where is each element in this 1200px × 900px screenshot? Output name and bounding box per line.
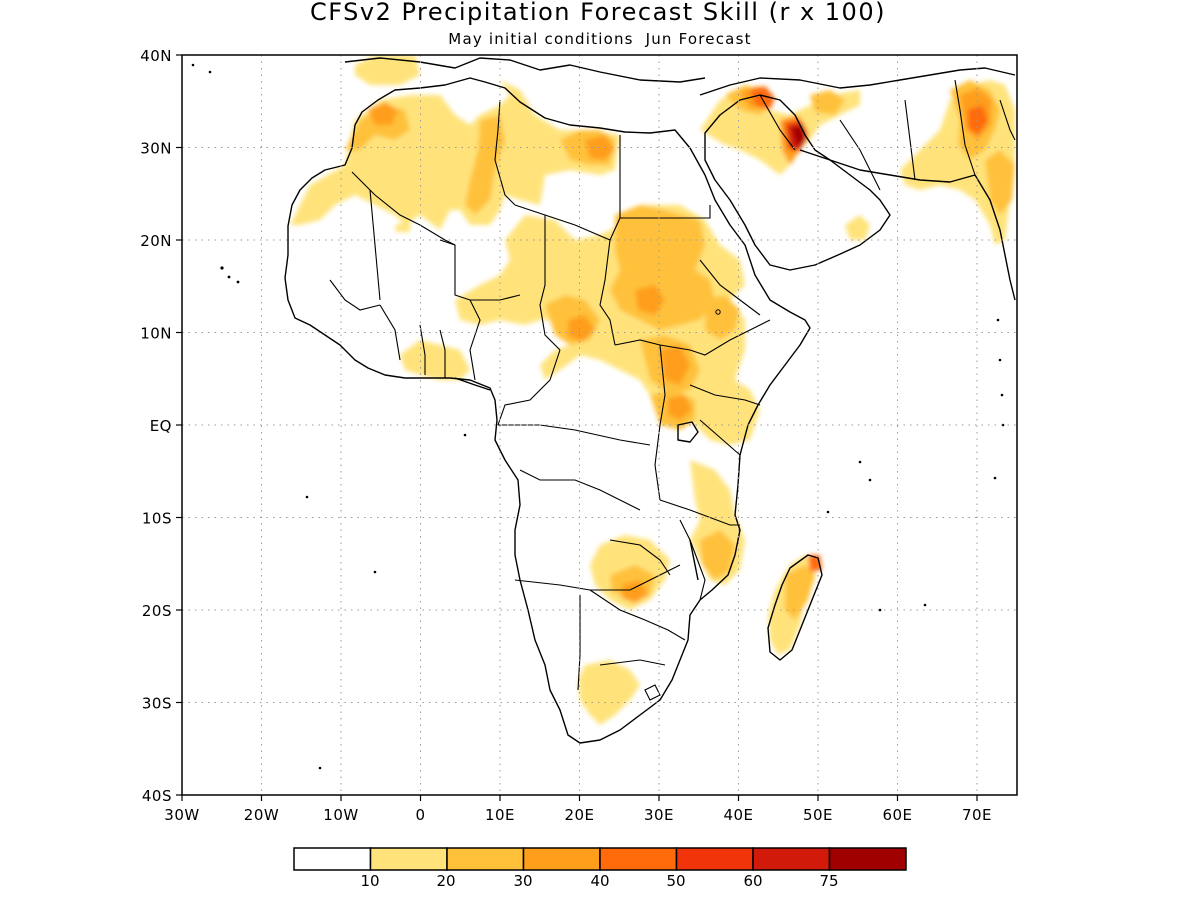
islands: [191, 63, 1005, 770]
lon-label: 50E: [803, 806, 833, 824]
lat-label: 30N: [140, 140, 172, 158]
legend-tick-label: 50: [666, 872, 685, 890]
lat-label: 40N: [140, 47, 172, 65]
lon-label: 20E: [564, 806, 594, 824]
legend-color-box: [522, 847, 601, 871]
shading-iran-20: [810, 90, 845, 115]
lake-malawi: [689, 539, 699, 581]
shading-madagascar-20: [785, 565, 815, 620]
shading-mozambique-20: [700, 530, 735, 580]
legend-tick-label: 60: [743, 872, 762, 890]
gulf-guinea-detail: [454, 377, 491, 391]
shading-iraq-40: [750, 86, 775, 110]
shading-somalia-20: [668, 222, 700, 245]
country-borders: [329, 79, 1016, 701]
latitude-labels: 40N 30N 20N 10N EQ 10S 20S 30S 40S: [140, 47, 172, 805]
shading-chad-30: [635, 285, 665, 315]
lat-label: 40S: [142, 787, 172, 805]
lon-label: 10E: [485, 806, 515, 824]
shading-west-africa: [400, 340, 470, 380]
skill-shading: [290, 55, 1015, 725]
lat-label: 20S: [142, 602, 172, 620]
shading-red-sea-patch: [845, 215, 870, 240]
coastlines: [284, 57, 1016, 744]
legend-color-box: [675, 847, 754, 871]
shading-uganda-30: [668, 395, 692, 420]
legend-tick-labels: 10 20 30 40 50 60 75: [360, 872, 838, 890]
legend-tick-label: 10: [360, 872, 379, 890]
shading-small-nw: [395, 222, 410, 232]
lat-lon-grid: [182, 55, 1017, 795]
lon-label: 30W: [164, 806, 199, 824]
longitude-labels: 30W 20W 10W 0 10E 20E 30E 40E 50E 60E 70…: [164, 806, 992, 824]
legend-color-box: [293, 847, 372, 871]
map-subtitle: May initial conditions Jun Forecast: [448, 30, 751, 48]
middle-east-north: [699, 67, 1016, 96]
legend-tick-label: 20: [436, 872, 455, 890]
arabia-outline: [704, 94, 891, 271]
shading-south-africa: [578, 660, 640, 725]
shading-sudan-30: [660, 345, 690, 385]
lat-label: EQ: [150, 417, 172, 435]
color-legend: 10 20 30 40 50 60 75: [293, 847, 907, 890]
legend-tick-label: 40: [590, 872, 609, 890]
lon-label: 40E: [723, 806, 753, 824]
lon-label: 10W: [323, 806, 358, 824]
shading-north-coast: [355, 55, 420, 85]
legend-color-box: [446, 847, 525, 871]
lat-label: 10S: [142, 510, 172, 528]
map-title: CFSv2 Precipitation Forecast Skill (r x …: [310, 0, 886, 26]
lake-victoria: [677, 421, 699, 443]
lat-label: 10N: [140, 325, 172, 343]
lon-label: 30E: [644, 806, 674, 824]
lat-label: 30S: [142, 695, 172, 713]
shading-algeria-20: [465, 115, 505, 215]
plot-area: [182, 55, 1017, 795]
legend-tick-label: 30: [513, 872, 532, 890]
lon-label: 0: [415, 806, 425, 824]
legend-color-box: [828, 847, 907, 871]
legend-color-box: [752, 847, 831, 871]
india-coast: [974, 174, 1016, 301]
lon-label: 20W: [244, 806, 279, 824]
shading-india-20: [985, 150, 1015, 215]
shading-pakistan-40: [968, 105, 988, 135]
lon-label: 70E: [962, 806, 992, 824]
shading-zambia-30: [622, 580, 648, 603]
legend-color-box: [599, 847, 678, 871]
shading-nigeria-30: [568, 315, 595, 342]
shading-libya-30: [585, 135, 615, 160]
shading-ethiopia-20: [705, 295, 740, 340]
madagascar-outline: [767, 554, 823, 661]
iran-coast: [799, 149, 976, 183]
shading-gulf-75: [792, 126, 805, 146]
lon-label: 60E: [882, 806, 912, 824]
axis-ticks: [176, 54, 978, 801]
legend-boxes: [293, 847, 907, 871]
legend-color-box: [369, 847, 448, 871]
africa-coastline: [284, 77, 811, 744]
legend-tick-label: 75: [819, 872, 838, 890]
lat-label: 20N: [140, 232, 172, 250]
mediterranean-north: [344, 57, 706, 83]
shading-morocco-30: [368, 102, 398, 125]
